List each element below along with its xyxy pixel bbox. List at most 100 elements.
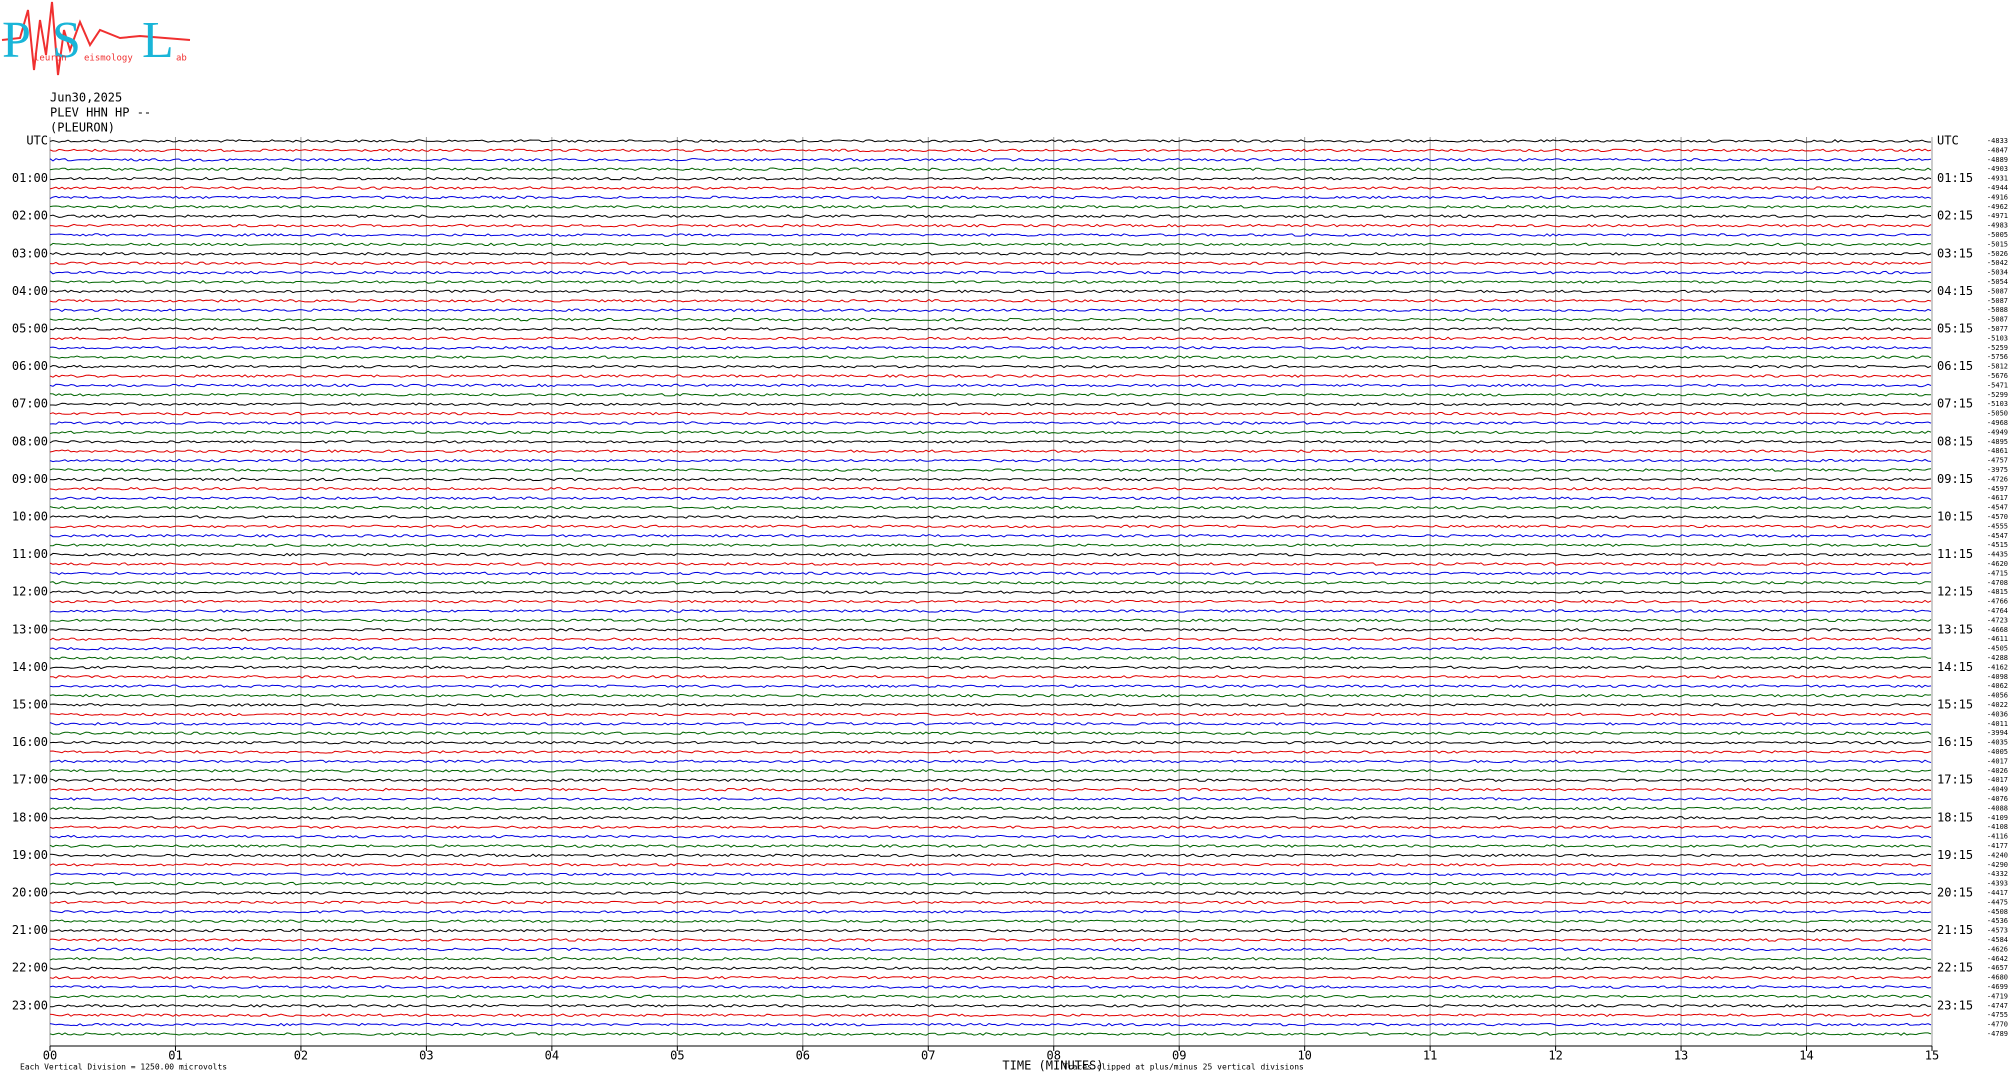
trace: [49, 430, 1932, 435]
hour-label: 12:00: [12, 585, 48, 599]
hour-label: 13:00: [12, 622, 48, 636]
trace-offset: -4617: [1987, 494, 2008, 502]
trace-offset: -4017: [1987, 776, 2008, 784]
trace: [49, 393, 1932, 397]
hour-label-right: 18:15: [1937, 810, 1973, 824]
trace: [49, 957, 1932, 961]
trace: [49, 637, 1932, 642]
hour-label-right: 23:15: [1937, 998, 1973, 1012]
trace: [49, 515, 1932, 519]
trace-offset: -4417: [1987, 889, 2008, 897]
trace-offset: -4505: [1987, 645, 2008, 653]
trace: [49, 261, 1932, 265]
hour-label-right: 02:15: [1937, 209, 1973, 223]
hour-label-right: 10:15: [1937, 510, 1973, 524]
hour-label: 21:00: [12, 923, 48, 937]
x-tick-label: 07: [921, 1049, 935, 1063]
location: (PLEURON): [50, 121, 115, 135]
trace: [49, 1022, 1932, 1027]
trace-offset: -4903: [1987, 165, 2008, 173]
hour-label-right: 03:15: [1937, 246, 1973, 260]
trace-offset: -5756: [1987, 353, 2008, 361]
trace: [49, 985, 1932, 989]
x-tick-label: 06: [796, 1049, 810, 1063]
trace-offset: -4895: [1987, 438, 2008, 446]
trace-offset: -4931: [1987, 175, 2008, 183]
hour-label-right: 13:15: [1937, 622, 1973, 636]
trace: [49, 562, 1932, 566]
trace: [49, 242, 1931, 247]
hour-label-right: 04:15: [1937, 284, 1973, 298]
trace: [49, 703, 1932, 707]
trace: [49, 534, 1932, 538]
trace: [49, 881, 1932, 886]
trace-offset: -5299: [1987, 391, 2008, 399]
trace-offset: -4723: [1987, 616, 2008, 624]
trace-offset: -4290: [1987, 861, 2008, 869]
x-tick-label: 13: [1674, 1049, 1688, 1063]
trace: [49, 928, 1932, 933]
trace-offset: -4668: [1987, 626, 2008, 634]
hour-label: 14:00: [12, 660, 48, 674]
trace: [49, 787, 1932, 792]
trace-offset: -4726: [1987, 475, 2008, 483]
hour-label: 18:00: [12, 810, 48, 824]
trace-offset: -4035: [1987, 739, 2008, 747]
logo: P S L leuron eismology ab: [1, 1, 191, 76]
trace-offset: -5077: [1987, 325, 2008, 333]
trace: [49, 270, 1932, 275]
trace-offset: -4699: [1987, 983, 2008, 991]
trace-offset: -4547: [1987, 504, 2008, 512]
trace: [49, 317, 1932, 322]
x-tick-label: 02: [294, 1049, 308, 1063]
trace-offset: -4766: [1987, 598, 2008, 606]
logo-wave: [1, 1, 191, 76]
trace-offset: -5088: [1987, 306, 2008, 314]
trace-offset: -4657: [1987, 964, 2008, 972]
trace-offset: -4747: [1987, 1002, 2008, 1010]
x-tick-label: 14: [1799, 1049, 1813, 1063]
trace: [49, 186, 1932, 190]
trace-offset: -4708: [1987, 579, 2008, 587]
hour-label-right: 01:15: [1937, 171, 1973, 185]
trace-offset: -4062: [1987, 682, 2008, 690]
trace: [50, 402, 1932, 406]
trace: [49, 853, 1932, 858]
trace-offset: -5259: [1987, 344, 2008, 352]
hour-label-right: 20:15: [1937, 886, 1973, 900]
trace-offset: -4049: [1987, 786, 2008, 794]
logo-word: leuron: [34, 54, 67, 64]
trace-offset: -4017: [1987, 757, 2008, 765]
trace: [49, 966, 1932, 971]
hour-label-right: 22:15: [1937, 961, 1973, 975]
trace-offset: -4968: [1987, 419, 2008, 427]
trace-offset: -4555: [1987, 522, 2008, 530]
trace-offset: -4162: [1987, 663, 2008, 671]
trace: [49, 364, 1932, 369]
trace: [49, 411, 1932, 416]
logo-letter: S: [52, 12, 81, 69]
trace-offset: -4833: [1987, 137, 2008, 145]
trace: [49, 618, 1932, 623]
trace-offset: -4435: [1987, 551, 2008, 559]
trace: [49, 1032, 1932, 1036]
trace: [49, 505, 1932, 510]
trace: [49, 167, 1932, 172]
hour-label-right: 12:15: [1937, 585, 1973, 599]
station: PLEV HHN HP --: [50, 106, 151, 120]
trace-offset: -4056: [1987, 692, 2008, 700]
trace-offset: -4770: [1987, 1021, 2008, 1029]
trace: [49, 994, 1932, 999]
footer-right: Traces clipped at plus/minus 25 vertical…: [1063, 1063, 1304, 1072]
x-tick-label: 08: [1047, 1049, 1061, 1063]
hour-label-right: 16:15: [1937, 735, 1973, 749]
trace-offset: -3975: [1987, 466, 2008, 474]
trace-offset: -4036: [1987, 710, 2008, 718]
trace-offset: -4620: [1987, 560, 2008, 568]
hour-label-right: 19:15: [1937, 848, 1973, 862]
trace-offset: -4011: [1987, 720, 2008, 728]
trace: [49, 844, 1932, 848]
trace: [49, 900, 1932, 905]
trace-offset: -5034: [1987, 269, 2008, 277]
